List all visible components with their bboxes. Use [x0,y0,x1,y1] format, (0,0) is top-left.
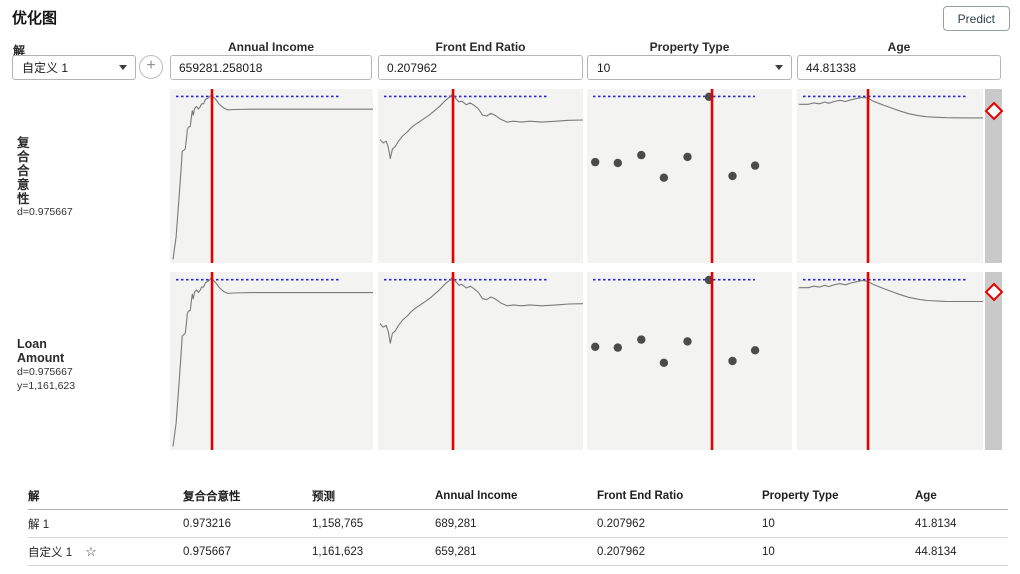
desirability-handle-icon[interactable] [984,101,1004,121]
table-cell: 41.8134 [915,517,957,530]
table-cell: 689,281 [435,517,477,530]
table-cell: 44.8134 [915,545,957,558]
front-end-ratio-field[interactable] [378,55,583,80]
profiler-plot [591,89,760,263]
profiler-trace [172,95,373,260]
profiler-cell-row1-property-type[interactable] [587,272,792,450]
profiler-cell-row1-annual-income[interactable] [170,272,373,450]
profiler-cell-row0-front-end-ratio[interactable] [378,89,584,263]
response-stats-loan-amount: d=0.975667 y=1,161,623 [17,366,167,393]
profiler-point [750,346,760,355]
table-header-cell: 预测 [312,490,335,503]
table-row[interactable]: 解 1 0.973216 1,158,765 689,281 0.207962 10 41.… [28,510,1008,538]
factor-header-front-end-ratio: Front End Ratio [435,40,526,54]
table-cell: 0.207962 [597,517,645,530]
response-label-desirability: 复 合 合 意 性 [17,136,30,206]
solutions-table: 解 复合合意性 预测 Annual Income Front End Ratio Prop… [28,482,1008,566]
property-type-value: 10 [597,60,611,75]
table-cell: 1,161,623 [312,545,364,558]
table-cell: 10 [762,517,775,530]
solution-dropdown-value: 自定义 1 [22,61,69,75]
profiler-point [728,171,737,181]
profiler-point [683,152,692,162]
solution-label: 解 [13,44,26,58]
profiler-plot [379,272,584,450]
profiler-trace [798,96,983,119]
profiler-plot [172,89,373,263]
page-title: 优化图 [12,10,58,27]
profiler-point [591,342,600,351]
profiler-cell-row1-front-end-ratio[interactable] [378,272,584,450]
profiler-cell-row0-property-type[interactable] [587,89,792,263]
age-field[interactable] [797,55,1001,80]
profiler-point [637,150,646,160]
profiler-point [591,157,600,167]
profiler-plot [591,272,760,450]
loan-amount-d-value: d=0.975667 [17,366,73,378]
factor-header-property-type: Property Type [649,40,730,54]
star-icon[interactable]: ☆ [85,543,97,559]
desirability-strip[interactable] [985,272,1002,450]
table-header-row: 解 复合合意性 预测 Annual Income Front End Ratio Prop… [28,482,1008,510]
desirability-strip[interactable] [985,89,1002,263]
table-header-cell: 复合合意性 [183,490,241,503]
table-header-cell: Front End Ratio [597,489,684,502]
profiler-cell-row1-age[interactable] [797,272,983,450]
table-row[interactable]: 自定义 1 ☆ 0.975667 1,161,623 659,281 0.207962 10… [28,538,1008,566]
table-cell: 0.207962 [597,545,645,558]
profiler-point [750,161,760,170]
profiler-trace [379,93,584,160]
annual-income-field[interactable] [170,55,372,80]
factor-header-age: Age [887,40,911,54]
profiler-plot [172,272,373,450]
table-header-cell: 解 [28,490,40,503]
chevron-down-icon [119,65,127,70]
profiler-trace [798,279,983,303]
table-cell: 0.973216 [183,517,231,530]
profiler-point [613,158,622,168]
table-header-cell: Age [915,489,937,502]
profiler-point [659,173,669,182]
add-solution-button[interactable]: + [139,55,163,79]
profiler-point [659,358,669,367]
predict-button[interactable]: Predict [942,6,1010,31]
profiler-cell-row0-age[interactable] [797,89,983,263]
profiler-plot [379,89,584,263]
table-header-cell: Annual Income [435,489,518,502]
factor-header-annual-income: Annual Income [227,40,314,54]
profiler-point [613,343,622,352]
loan-amount-y-value: y=1,161,623 [17,379,76,392]
table-cell: 659,281 [435,545,477,558]
profiler-plot [798,89,983,263]
response-stats-desirability: d=0.975667 [17,206,167,220]
table-header-cell: Property Type [762,489,839,502]
profiler-plot [798,272,983,450]
desirability-handle-icon[interactable] [984,282,1004,302]
table-cell: 0.975667 [183,545,231,558]
table-cell: 自定义 1 ☆ [28,543,97,559]
profiler-point [728,356,737,366]
profiler-point [637,335,646,344]
solution-dropdown[interactable]: 自定义 1 [12,55,136,80]
desirability-d-value: d=0.975667 [17,206,73,218]
table-cell: 1,158,765 [312,517,364,530]
table-cell: 10 [762,545,775,558]
response-label-loan-amount: Loan Amount [17,337,65,365]
chevron-down-icon [775,65,783,70]
profiler-cell-row0-annual-income[interactable] [170,89,373,263]
profiler-trace [379,276,584,344]
profiler-trace [172,278,373,447]
table-cell: 解 1 [28,518,50,531]
property-type-dropdown[interactable]: 10 [587,55,792,80]
profiler-point [683,337,692,346]
